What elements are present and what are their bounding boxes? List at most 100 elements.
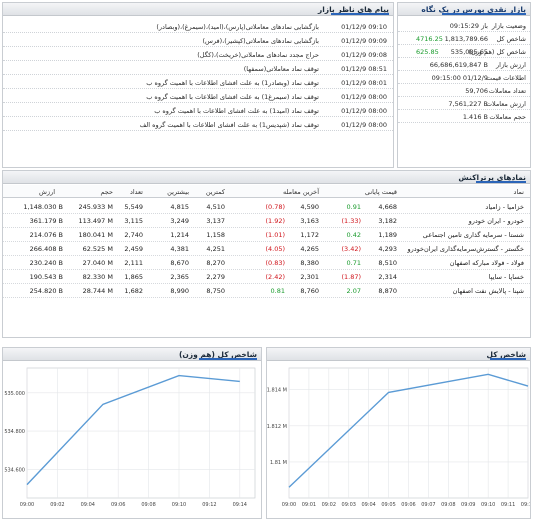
low-price: 1,158	[206, 231, 225, 239]
summary-row: اطلاعات قیمت 09:15:00 01/12/9	[398, 71, 530, 84]
symbol-name[interactable]: خودرو - ایران خودرو	[468, 217, 524, 225]
chart-eq-title: شاخص کل (هم وزن)	[178, 350, 257, 359]
high-price: 8,670	[170, 259, 189, 267]
trade-value: 361.179 B	[29, 217, 63, 225]
header-close[interactable]: قیمت پایانی	[364, 188, 397, 196]
last-change: (2.42)	[265, 273, 285, 281]
x-tick-label: 09:07	[421, 502, 435, 508]
x-tick-label: 09:08	[141, 502, 155, 508]
last-price: 8,380	[300, 259, 319, 267]
title-underline	[331, 13, 389, 15]
chart-eq-header: شاخص کل (هم وزن)	[3, 348, 261, 361]
message-text[interactable]: توقف نماد (امید1) به علت افشای اطلاعات ب…	[154, 107, 319, 115]
y-tick-label: 534.600	[4, 467, 25, 473]
close-price: 8,510	[378, 259, 397, 267]
message-text[interactable]: بازگشایی نمادهای معاملاتی(پارس)،(امید)،(…	[156, 23, 319, 31]
trade-value: 1,148.030 B	[23, 203, 63, 211]
summary-value: باز 09:15:29	[449, 22, 488, 30]
trade-value: 190.543 B	[29, 273, 63, 281]
summary-value: 66,686,619,847 B	[429, 61, 488, 69]
high-price: 8,990	[170, 287, 189, 295]
last-price: 4,590	[300, 203, 319, 211]
top-symbols-title: نمادهای پرتراکنش	[458, 173, 526, 182]
table-row[interactable]: شپنا - پالایش نفت اصفهان 8,870 2.07 8,760 0.…	[3, 284, 530, 298]
header-volume[interactable]: حجم	[100, 188, 113, 196]
message-text[interactable]: بازگشایی نمادهای معاملاتی(کپشیر)،(فرس)	[202, 37, 319, 45]
summary-label: شاخص کل	[496, 35, 527, 43]
last-change: 0.81	[270, 287, 285, 295]
low-price: 4,251	[206, 245, 225, 253]
summary-label: حجم معاملات	[489, 113, 526, 121]
last-change: (1.01)	[265, 231, 285, 239]
header-name[interactable]: نماد	[513, 188, 524, 196]
close-change: 0.91	[346, 203, 361, 211]
summary-row: ارزش معاملات 7,561,227 B	[398, 97, 530, 110]
total-index-chart-panel: شاخص کل 09:00 09:01 09:02 09:03 09:04 09:05 09…	[266, 347, 531, 519]
x-tick-label: 09:10	[481, 502, 495, 508]
high-price: 4,815	[170, 203, 189, 211]
x-tick-label: 09:09	[461, 502, 475, 508]
x-tick-label: 09:03	[342, 502, 356, 508]
summary-value: 7,561,227 B	[448, 100, 488, 108]
summary-label: شاخص کل (هم وزن)	[468, 48, 526, 56]
summary-value: 535,085.65	[450, 48, 488, 56]
trade-volume: 113.497 M	[78, 217, 113, 225]
table-row[interactable]: شستا - سرمایه گذاری تامین اجتماعی 1,189 0.…	[3, 228, 530, 242]
last-change: (4.05)	[265, 245, 285, 253]
message-row: 01/12/9 08:00 توقف نماد (امید1) به علت اف…	[3, 103, 393, 117]
header-high[interactable]: بیشترین	[167, 188, 189, 196]
header-count[interactable]: تعداد	[129, 188, 143, 196]
message-text[interactable]: توقف نماد (سیمرغ1) به علت افشای اطلاعات …	[146, 93, 319, 101]
x-tick-label: 09:02	[50, 502, 64, 508]
y-tick-label: 1.814 M	[267, 388, 287, 394]
high-price: 1,214	[170, 231, 189, 239]
message-text[interactable]: توقف نماد (شپدیس1) به علت افشای اطلاعات …	[139, 121, 319, 129]
messages-panel-title: پیام های ناظر بازار	[317, 5, 389, 14]
table-row[interactable]: خودرو - ایران خودرو 3,182 (1.33) 3,163 (1.92…	[3, 214, 530, 228]
symbol-name[interactable]: شستا - سرمایه گذاری تامین اجتماعی	[422, 231, 524, 239]
symbol-name[interactable]: فولاد - فولاد مبارکه اصفهان	[449, 259, 524, 267]
header-last[interactable]: آخرین معامله	[283, 188, 319, 196]
summary-row: ارزش بازار 66,686,619,847 B	[398, 58, 530, 71]
header-value[interactable]: ارزش	[39, 188, 56, 196]
message-time: 01/12/9 08:00	[341, 121, 387, 129]
equal-weight-index-chart-panel: شاخص کل (هم وزن) 09:00 09:02 09:04 09:06 09:…	[2, 347, 262, 519]
message-text[interactable]: توقف نماد معاملاتی(سمفها)	[243, 65, 319, 73]
symbol-name[interactable]: خزامیا - زامیاد	[485, 203, 524, 211]
low-price: 3,137	[206, 217, 225, 225]
symbol-name[interactable]: خگستر - گسترش‌سرمایه‌گذاری ایران‌خودرو	[407, 245, 524, 253]
message-text[interactable]: توقف نماد (وبصادر1) به علت افشای اطلاعات…	[146, 79, 319, 87]
message-time: 01/12/9 09:09	[341, 37, 387, 45]
trade-value: 254.820 B	[29, 287, 63, 295]
trade-count: 1,682	[124, 287, 143, 295]
x-tick-label: 09:12	[202, 502, 216, 508]
messages-panel-header: پیام های ناظر بازار	[3, 3, 393, 16]
message-row: 01/12/9 09:09 بازگشایی نمادهای معاملاتی(ک…	[3, 33, 393, 47]
y-tick-label: 1.812 M	[267, 424, 287, 430]
top-transactions-panel: نمادهای پرتراکنش نماد قیمت پایانی آخرین …	[2, 170, 531, 338]
trade-count: 1,865	[124, 273, 143, 281]
close-change: 0.71	[346, 259, 361, 267]
summary-label: ارزش بازار	[496, 61, 526, 69]
message-text[interactable]: حراج مجدد نمادهای معاملاتی(خریخت)،(کگل)	[197, 51, 319, 59]
summary-change: 4716.25	[416, 35, 443, 43]
title-underline	[442, 13, 526, 15]
chart-total-title: شاخص کل	[486, 350, 527, 359]
symbol-name[interactable]: شپنا - پالایش نفت اصفهان	[452, 287, 524, 295]
close-change: (1.33)	[341, 217, 361, 225]
message-row: 01/12/9 09:08 حراج مجدد نمادهای معاملاتی(…	[3, 47, 393, 61]
table-row[interactable]: خساپا - سایپا 2,314 (1.87) 2,301 (2.42) 2,279…	[3, 270, 530, 284]
close-price: 4,293	[378, 245, 397, 253]
trade-volume: 28.744 M	[82, 287, 113, 295]
symbol-name[interactable]: خساپا - سایپا	[488, 273, 524, 281]
y-tick-label: 1.81 M	[270, 460, 287, 466]
trade-volume: 62.525 M	[82, 245, 113, 253]
message-row: 01/12/9 08:51 توقف نماد معاملاتی(سمفها)	[3, 61, 393, 75]
table-row[interactable]: خزامیا - زامیاد 4,668 0.91 4,590 (0.78) 4,510…	[3, 200, 530, 214]
table-row[interactable]: خگستر - گسترش‌سرمایه‌گذاری ایران‌خودرو 4,…	[3, 242, 530, 256]
table-row[interactable]: فولاد - فولاد مبارکه اصفهان 8,510 0.71 8,38…	[3, 256, 530, 270]
header-low[interactable]: کمترین	[205, 188, 225, 196]
summary-row: تعداد معاملات 59,706	[398, 84, 530, 97]
last-change: (0.83)	[265, 259, 285, 267]
close-change: (3.42)	[341, 245, 361, 253]
